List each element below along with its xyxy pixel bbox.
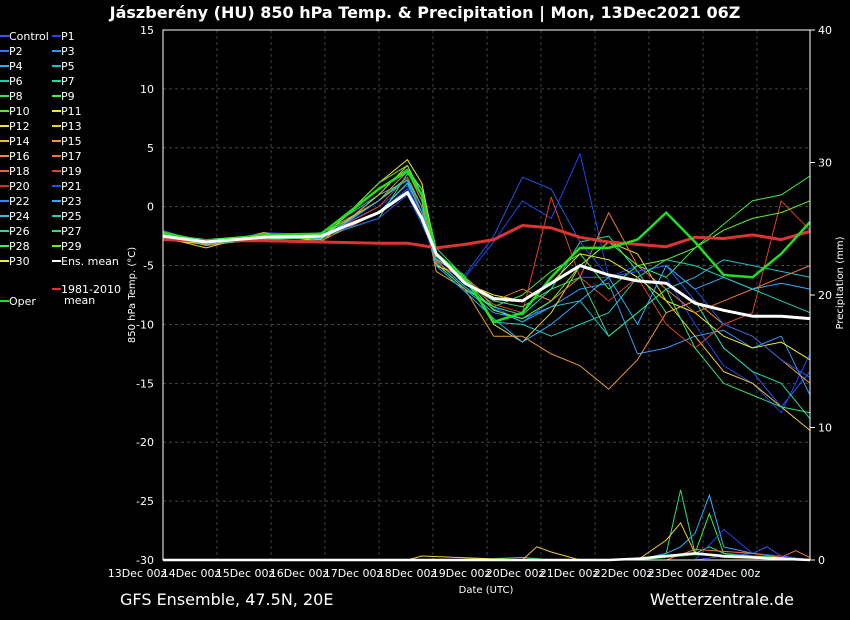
y2-axis-label: Precipitation (mm) bbox=[835, 236, 846, 329]
chart-title: Jászberény (HU) 850 hPa Temp. & Precipit… bbox=[109, 3, 741, 23]
series-line-1981-2010-mean bbox=[162, 224, 811, 250]
legend-item: P26 bbox=[9, 225, 30, 238]
x-tick-label: 17Dec 00z bbox=[324, 567, 383, 580]
x-axis-label: Date (UTC) bbox=[459, 585, 514, 596]
legend-item: P20 bbox=[9, 180, 30, 193]
legend-item: Ens. mean bbox=[61, 255, 119, 268]
y-tick-label: -25 bbox=[136, 495, 154, 508]
legend-item: P30 bbox=[9, 255, 30, 268]
legend-item: P9 bbox=[61, 90, 75, 103]
x-tick-label: 14Dec 00z bbox=[162, 567, 221, 580]
series-line-p15 bbox=[162, 170, 811, 390]
plot-frame bbox=[162, 29, 811, 561]
y-tick-label: -15 bbox=[136, 377, 154, 390]
temperature-lines bbox=[162, 153, 811, 431]
legend-item: P19 bbox=[61, 165, 82, 178]
legend-item: P10 bbox=[9, 105, 30, 118]
x-tick-label: 18Dec 00z bbox=[378, 567, 437, 580]
x-tick-label: 22Dec 00z bbox=[594, 567, 653, 580]
series-line-p29 bbox=[162, 164, 811, 320]
legend-item: Control bbox=[9, 30, 49, 43]
legend-item: P5 bbox=[61, 60, 75, 73]
legend-item: P8 bbox=[9, 90, 23, 103]
legend-item: P25 bbox=[61, 210, 82, 223]
x-tick-label: 21Dec 00z bbox=[540, 567, 599, 580]
series-line-p21 bbox=[162, 176, 811, 378]
x-tick-label: 15Dec 00z bbox=[216, 567, 275, 580]
x-tick-label: 16Dec 00z bbox=[270, 567, 329, 580]
legend-item: P29 bbox=[61, 240, 82, 253]
legend-item: P6 bbox=[9, 75, 23, 88]
legend-item: P18 bbox=[9, 165, 30, 178]
legend-item: P24 bbox=[9, 210, 30, 223]
legend-item: P13 bbox=[61, 120, 82, 133]
x-tick-label: 20Dec 00z bbox=[486, 567, 545, 580]
y-tick-label: 15 bbox=[140, 24, 154, 37]
legend-item: P17 bbox=[61, 150, 82, 163]
y2-axis-ticks: 40 30 20 10 0 bbox=[810, 24, 832, 567]
legend-item: Oper bbox=[9, 295, 36, 308]
y-axis-ticks: 15 10 5 0 -5 -10 -15 -20 -25 -30 bbox=[136, 24, 154, 567]
legend-item: P2 bbox=[9, 45, 23, 58]
legend-item: P28 bbox=[9, 240, 30, 253]
legend-item: P23 bbox=[61, 195, 82, 208]
y-tick-label: -10 bbox=[136, 318, 154, 331]
legend: Control P1 P2 P3 P4 P5 P6 P7 P8 P9 P10 P11 P12 P13 P14… bbox=[0, 30, 121, 308]
legend-item: P16 bbox=[9, 150, 30, 163]
y-tick-label: 0 bbox=[147, 201, 154, 214]
y2-tick-label: 10 bbox=[818, 422, 832, 435]
legend-item: P27 bbox=[61, 225, 82, 238]
legend-item: P3 bbox=[61, 45, 75, 58]
series-line-p9 bbox=[162, 175, 811, 308]
series-line-ens-mean bbox=[162, 191, 811, 321]
legend-item: P7 bbox=[61, 75, 75, 88]
legend-item: P1 bbox=[61, 30, 75, 43]
y2-tick-label: 30 bbox=[818, 157, 832, 170]
legend-item: P11 bbox=[61, 105, 82, 118]
series-line-p23 bbox=[162, 179, 811, 343]
x-tick-label: 24Dec 00z bbox=[702, 567, 761, 580]
x-tick-label: 13Dec 00z bbox=[108, 567, 167, 580]
legend-item-line2: mean bbox=[64, 294, 95, 307]
y2-tick-label: 40 bbox=[818, 24, 832, 37]
footer-site: Wetterzentrale.de bbox=[650, 590, 794, 609]
legend-item: P14 bbox=[9, 135, 30, 148]
legend-item: P21 bbox=[61, 180, 82, 193]
legend-item: P12 bbox=[9, 120, 30, 133]
y2-tick-label: 20 bbox=[818, 289, 832, 302]
y-tick-label: 5 bbox=[147, 142, 154, 155]
legend-item: P4 bbox=[9, 60, 23, 73]
legend-item: P22 bbox=[9, 195, 30, 208]
series-line-oper bbox=[162, 170, 811, 324]
legend-item: P15 bbox=[61, 135, 82, 148]
y-axis-label: 850 hPa Temp. (°C) bbox=[127, 247, 138, 343]
x-tick-label: 23Dec 00z bbox=[648, 567, 707, 580]
y-tick-label: -30 bbox=[136, 554, 154, 567]
series-line-p17 bbox=[162, 182, 811, 314]
y2-tick-label: 0 bbox=[818, 554, 825, 567]
y-tick-label: -20 bbox=[136, 436, 154, 449]
legend-item: 1981-2010 bbox=[61, 283, 121, 296]
footer-source: GFS Ensemble, 47.5N, 20E bbox=[120, 590, 333, 609]
y-tick-label: -5 bbox=[143, 260, 154, 273]
x-tick-label: 19Dec 00z bbox=[432, 567, 491, 580]
y-tick-label: 10 bbox=[140, 83, 154, 96]
